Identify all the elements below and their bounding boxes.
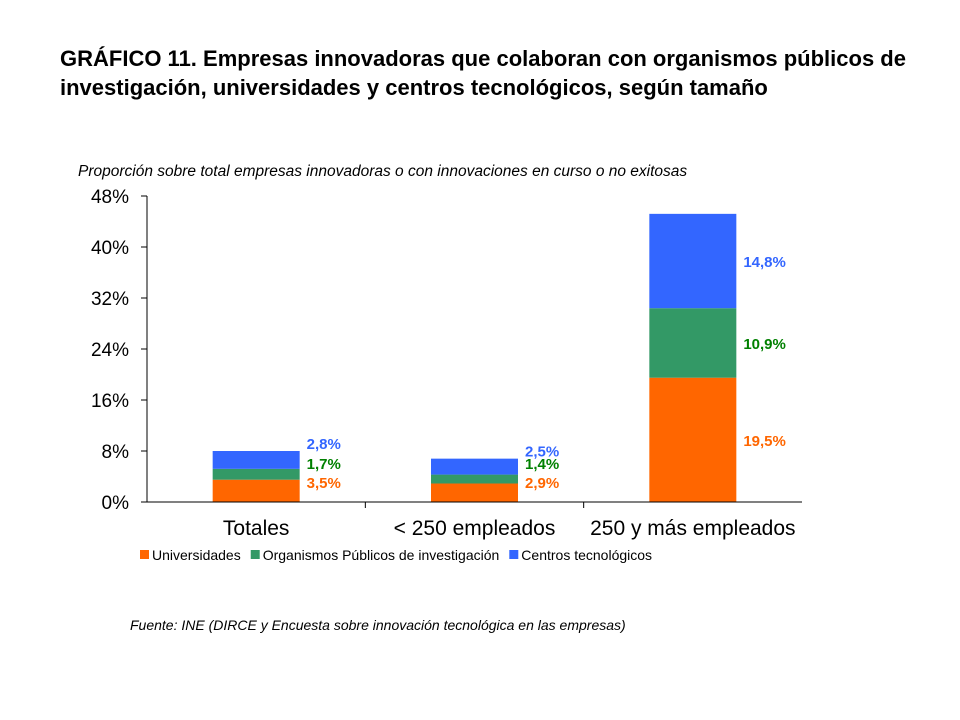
legend-label: Organismos Públicos de investigación [263,547,500,563]
bar-data-label: 10,9% [743,336,786,353]
y-tick-label: 32% [91,289,129,310]
page-title: GRÁFICO 11. Empresas innovadoras que col… [60,46,906,100]
legend-label: Universidades [152,547,241,563]
y-tick-label: 16% [91,391,129,412]
bar-segment [649,213,737,309]
bar-segment [431,474,518,484]
x-category-label: < 250 empleados [394,517,556,540]
y-tick-label: 24% [91,340,129,361]
bar-data-label: 19,5% [743,433,786,450]
x-category-label: 250 y más empleados [590,517,795,540]
source-note: Fuente: INE (DIRCE y Encuesta sobre inno… [130,617,626,633]
legend-swatch [509,550,519,559]
bar-data-label: 1,7% [307,456,341,473]
legend-swatch [250,550,260,559]
y-tick-label: 48% [91,187,129,208]
bar-data-label: 2,8% [307,436,341,453]
bar-segment [212,468,300,480]
bar-data-label: 2,5% [525,444,559,461]
bar-segment [212,479,300,502]
bar-data-label: 1,4% [525,456,559,473]
bar-segment [431,483,518,502]
bar-segment [212,451,300,469]
bar-segment [649,308,737,378]
legend-label: Centros tecnológicos [521,547,652,563]
y-tick-label: 0% [102,493,130,514]
bar-data-label: 3,5% [307,475,341,492]
chart-subtitle: Proporción sobre total empresas innovado… [78,163,687,180]
bar-segment [431,458,518,475]
y-tick-label: 40% [91,238,129,259]
legend-swatch [140,550,149,559]
bar-data-label: 14,8% [743,254,786,271]
x-category-label: Totales [223,517,290,540]
bar-data-label: 2,9% [525,475,559,492]
y-tick-label: 8% [102,442,130,463]
bar-segment [649,377,737,502]
